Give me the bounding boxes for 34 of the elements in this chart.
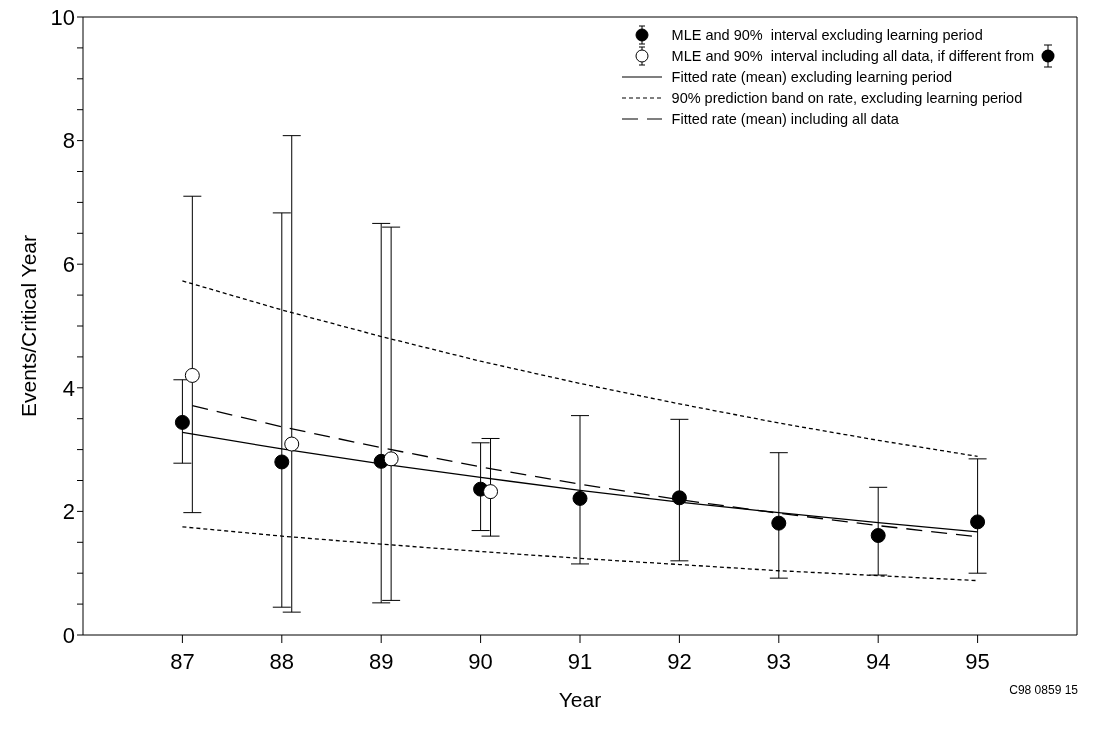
legend-label: 90% prediction band on rate, excluding learning period	[671, 89, 1023, 106]
text: C98 0859 15	[1009, 683, 1078, 697]
point	[284, 436, 300, 452]
x-tick-label: 91	[567, 648, 593, 674]
y-tick-label: 4	[62, 375, 75, 401]
y-tick-label: 10	[50, 4, 75, 30]
legend-label: MLE and 90% interval including all data, if different from	[671, 47, 1034, 64]
x-tick-label: 88	[269, 648, 295, 674]
point	[483, 484, 499, 500]
y-tick-label: 0	[62, 622, 75, 648]
point	[383, 451, 399, 467]
x-axis-title: Year	[558, 688, 602, 711]
x-tick-label: 87	[170, 648, 195, 674]
x-tick-label: 95	[965, 648, 990, 674]
x-tick-label: 90	[468, 648, 493, 674]
y-tick-label: 2	[62, 499, 75, 525]
point	[274, 454, 290, 470]
x-tick-label: 94	[865, 648, 891, 674]
point	[970, 514, 986, 530]
y-axis-title: Events/Critical Year	[16, 234, 40, 418]
point	[870, 528, 886, 543]
point	[572, 490, 588, 506]
legend-label: Fitted rate (mean) including all data	[671, 110, 899, 127]
x-tick-label: 92	[667, 648, 692, 674]
point	[671, 490, 687, 506]
point	[771, 515, 787, 531]
legend-label: MLE and 90% interval excluding learning period	[671, 26, 983, 43]
legend-label: Fitted rate (mean) excluding learning period	[671, 68, 953, 85]
point	[184, 367, 200, 383]
y-tick-label: 8	[62, 128, 75, 154]
x-tick-label: 93	[766, 648, 792, 674]
x-tick-label: 89	[368, 648, 394, 674]
point	[174, 414, 190, 430]
y-tick-label: 6	[62, 252, 75, 278]
